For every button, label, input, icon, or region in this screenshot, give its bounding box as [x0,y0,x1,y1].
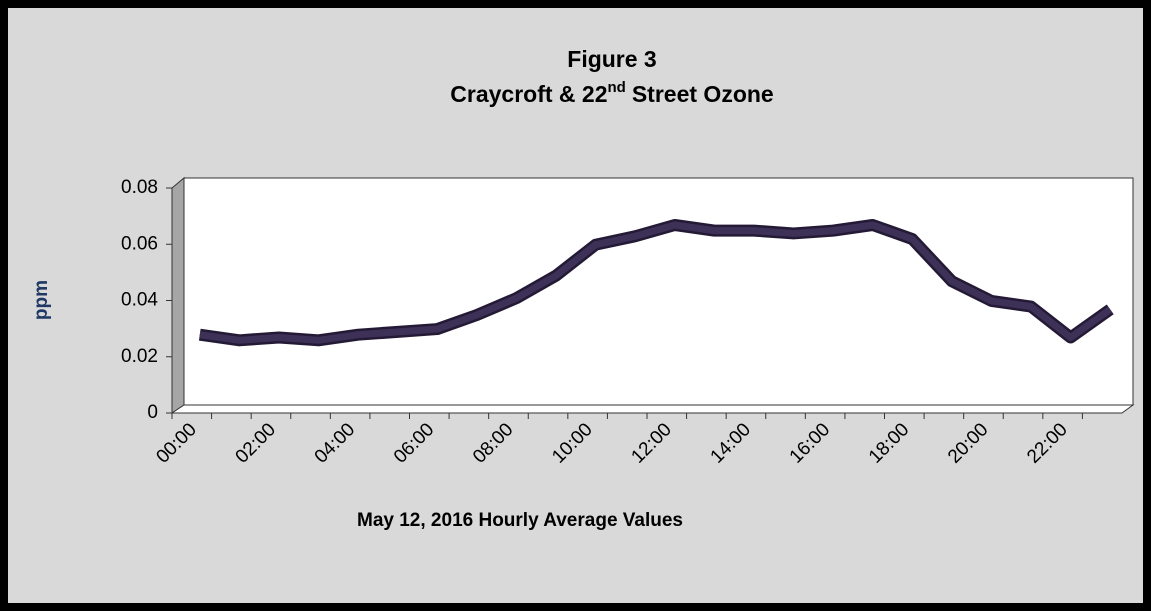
y-tick-label: 0.04 [121,290,158,311]
y-tick-label: 0.02 [121,346,158,367]
y-tick-label: 0.08 [121,177,158,198]
back-wall [183,177,1134,406]
x-axis-label: May 12, 2016 Hourly Average Values [357,510,683,531]
y-axis-label: ppm [31,280,52,320]
chart-title: Figure 3 [567,46,656,72]
y-tick-label: 0.06 [121,233,158,254]
floor [170,404,1135,414]
subtitle-text: Craycroft & 22 [450,81,607,107]
line-series-face [199,221,1113,344]
subtitle-text: Street Ozone [632,81,774,107]
side-wall [171,176,185,414]
subtitle-superscript: nd [608,79,626,96]
y-tick-label: 0 [147,402,158,423]
chart-subtitle: Craycroft & 22nd Street Ozone [450,79,773,107]
